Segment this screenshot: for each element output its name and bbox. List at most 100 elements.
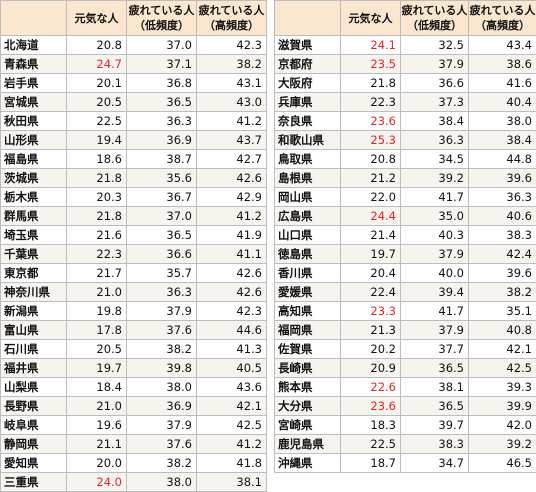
prefecture-name-cell: 千葉県 (1, 245, 67, 264)
prefecture-name-cell: 鳥取県 (275, 150, 341, 169)
genki-value-cell: 18.7 (341, 454, 401, 473)
prefecture-name-cell: 北海道 (1, 36, 67, 55)
genki-value-cell: 22.4 (341, 283, 401, 302)
genki-value-cell: 20.9 (341, 359, 401, 378)
header-tsukare-high: 疲れている人（高頻度） (469, 1, 536, 36)
tsukare-low-value-cell: 37.0 (127, 207, 197, 226)
prefecture-name-cell: 島根県 (275, 169, 341, 188)
genki-value-cell: 22.5 (67, 112, 127, 131)
tsukare-low-value-cell: 39.2 (401, 169, 469, 188)
tsukare-low-value-cell: 37.7 (401, 340, 469, 359)
prefecture-name-cell: 長野県 (1, 397, 67, 416)
genki-value-cell: 19.4 (67, 131, 127, 150)
genki-value-cell: 20.3 (67, 188, 127, 207)
genki-value-cell: 19.6 (67, 416, 127, 435)
tsukare-high-value-cell: 42.4 (469, 245, 536, 264)
tsukare-high-value-cell: 44.6 (197, 321, 267, 340)
tsukare-high-value-cell: 41.6 (469, 74, 536, 93)
prefecture-name-cell: 岩手県 (1, 74, 67, 93)
tsukare-low-value-cell: 39.4 (401, 283, 469, 302)
header-genki: 元気な人 (341, 1, 401, 36)
prefecture-name-cell: 沖縄県 (275, 454, 341, 473)
tsukare-low-value-cell: 36.7 (127, 188, 197, 207)
genki-value-cell: 18.3 (341, 416, 401, 435)
prefecture-name-cell: 熊本県 (275, 378, 341, 397)
prefecture-name-cell: 愛知県 (1, 454, 67, 473)
tsukare-high-value-cell: 42.3 (197, 36, 267, 55)
genki-value-cell: 17.8 (67, 321, 127, 340)
genki-value-cell: 21.0 (67, 397, 127, 416)
tsukare-high-value-cell: 40.8 (469, 321, 536, 340)
tsukare-high-value-cell: 41.2 (197, 207, 267, 226)
tsukare-high-value-cell: 40.6 (469, 207, 536, 226)
prefecture-name-cell: 山形県 (1, 131, 67, 150)
tsukare-low-value-cell: 36.8 (127, 74, 197, 93)
prefecture-name-cell: 新潟県 (1, 302, 67, 321)
tsukare-low-value-cell: 36.5 (401, 397, 469, 416)
tsukare-low-value-cell: 37.0 (127, 36, 197, 55)
genki-value-cell: 19.8 (67, 302, 127, 321)
genki-value-cell: 24.4 (341, 207, 401, 226)
tsukare-high-value-cell: 42.1 (469, 340, 536, 359)
prefecture-name-cell: 岡山県 (275, 188, 341, 207)
tsukare-high-value-cell: 41.8 (197, 454, 267, 473)
genki-value-cell: 20.1 (67, 74, 127, 93)
genki-value-cell: 20.8 (341, 150, 401, 169)
tsukare-high-value-cell: 42.6 (197, 264, 267, 283)
genki-value-cell: 21.8 (341, 74, 401, 93)
tsukare-high-value-cell: 44.8 (469, 150, 536, 169)
tsukare-low-value-cell: 38.0 (127, 473, 197, 492)
prefecture-name-cell: 高知県 (275, 302, 341, 321)
header-row: 元気な人 疲れている人（低頻度） 疲れている人（高頻度） (275, 1, 536, 36)
tsukare-low-value-cell: 36.3 (401, 131, 469, 150)
prefecture-name-cell: 栃木県 (1, 188, 67, 207)
genki-value-cell: 24.0 (67, 473, 127, 492)
genki-value-cell: 23.5 (341, 55, 401, 74)
genki-value-cell: 22.3 (341, 93, 401, 112)
prefecture-name-cell: 東京都 (1, 264, 67, 283)
tsukare-low-value-cell: 36.6 (401, 74, 469, 93)
header-tsukare-high: 疲れている人（高頻度） (197, 1, 267, 36)
tsukare-high-value-cell: 39.6 (469, 169, 536, 188)
tsukare-high-value-cell: 43.0 (197, 93, 267, 112)
tsukare-low-value-cell: 36.9 (127, 131, 197, 150)
tsukare-high-value-cell: 41.2 (197, 112, 267, 131)
tsukare-low-value-cell: 39.7 (401, 416, 469, 435)
tsukare-high-value-cell: 42.7 (197, 150, 267, 169)
tsukare-low-value-cell: 32.5 (401, 36, 469, 55)
tsukare-high-value-cell: 39.9 (469, 397, 536, 416)
header-genki: 元気な人 (67, 1, 127, 36)
prefecture-name-cell: 山梨県 (1, 378, 67, 397)
tsukare-low-value-cell: 34.7 (401, 454, 469, 473)
tsukare-high-value-cell: 42.5 (469, 359, 536, 378)
tsukare-low-value-cell: 37.9 (401, 55, 469, 74)
header-tsukare-low: 疲れている人（低頻度） (401, 1, 469, 36)
prefecture-name-cell: 福島県 (1, 150, 67, 169)
tsukare-low-value-cell: 36.5 (127, 226, 197, 245)
tsukare-low-value-cell: 38.7 (127, 150, 197, 169)
tsukare-low-value-cell: 37.1 (127, 55, 197, 74)
prefecture-name-cell: 山口県 (275, 226, 341, 245)
tsukare-high-value-cell: 43.4 (469, 36, 536, 55)
tsukare-high-value-cell: 46.5 (469, 454, 536, 473)
genki-value-cell: 21.4 (341, 226, 401, 245)
